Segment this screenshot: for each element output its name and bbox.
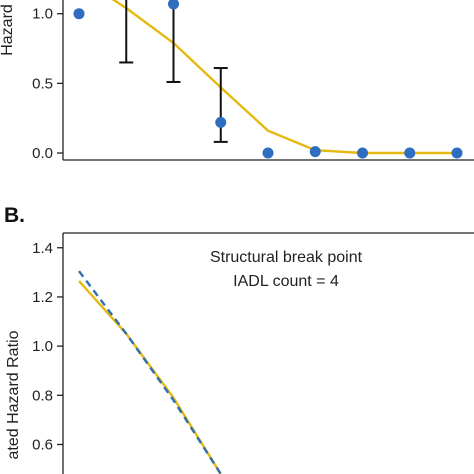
panel-a-data-point	[451, 147, 463, 159]
panel-a-y-tick-label: 0.0	[32, 145, 53, 162]
panel-b: B. ated Hazard Ratio Structural break po…	[4, 204, 474, 474]
panel-b-dashed-series	[78, 270, 222, 474]
panel-b-y-tick-label: 1.4	[32, 240, 53, 257]
panel-b-y-axis-title: ated Hazard Ratio	[5, 330, 22, 459]
panel-a-error-bars	[119, 0, 228, 143]
panel-b-y-tick-label: 1.0	[32, 338, 53, 355]
panel-a-fit-line	[111, 0, 457, 155]
panel-a-data-point	[309, 146, 321, 158]
panel-a-fit-line-path	[111, 0, 457, 155]
panel-a-data-point	[168, 0, 179, 10]
panel-a-y-tick-label: 1.0	[32, 6, 53, 23]
panel-a-data-point	[357, 147, 368, 159]
panel-a-axes: 0.0 0.5 1.0	[32, 0, 474, 162]
panel-a: Hazard 0.0 0.5 1.0	[0, 0, 474, 162]
panel-a-y-tick-label: 0.5	[32, 75, 53, 92]
panel-b-y-tick-label: 0.6	[32, 436, 53, 453]
panel-b-label: B.	[4, 204, 25, 227]
panel-b-series	[78, 270, 222, 474]
panel-a-data-point	[73, 8, 85, 20]
panel-b-annotation-line-2: IADL count = 4	[233, 273, 339, 290]
panel-b-axes: 0.6 0.8 1.0 1.2 1.4	[32, 232, 474, 474]
panel-b-y-tick-label: 0.8	[32, 387, 53, 404]
panel-b-y-tick-label: 1.2	[32, 289, 53, 306]
panel-a-data-point	[215, 116, 227, 128]
panel-a-y-axis-title: Hazard	[0, 4, 16, 56]
panel-a-data-point	[262, 147, 274, 159]
panel-b-annotation-line-1: Structural break point	[210, 249, 363, 266]
panel-b-solid-series	[78, 280, 222, 474]
panel-a-points	[73, 0, 463, 159]
panel-a-data-point	[404, 147, 416, 159]
